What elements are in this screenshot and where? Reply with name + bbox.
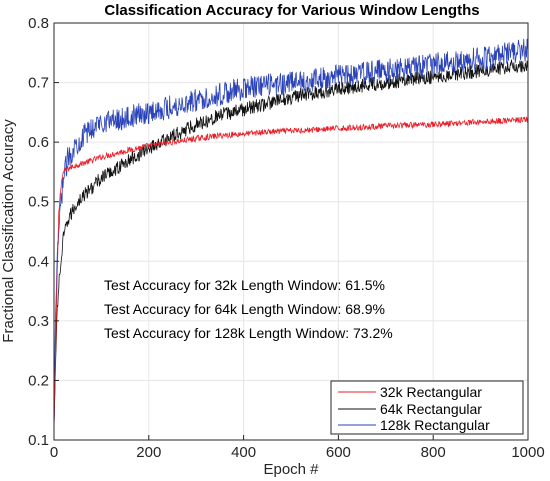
y-tick-label: 0.8 — [28, 15, 49, 32]
x-tick-label: 400 — [231, 444, 256, 461]
axis-ticks — [53, 22, 529, 441]
annotation-32k: Test Accuracy for 32k Length Window: 61.… — [104, 277, 385, 293]
chart-title: Classification Accuracy for Various Wind… — [104, 2, 479, 19]
x-axis-label: Epoch # — [263, 461, 319, 478]
series-line-1 — [53, 59, 529, 429]
series-line-0 — [53, 116, 529, 429]
y-tick-label: 0.7 — [28, 75, 49, 92]
y-tick-labels: 0.1 0.2 0.3 0.4 0.5 0.6 0.7 0.8 — [28, 15, 49, 449]
y-tick-label: 0.2 — [28, 372, 49, 389]
legend-label-32k: 32k Rectangular — [380, 384, 482, 400]
y-tick-label: 0.1 — [28, 432, 49, 449]
x-tick-label: 0 — [50, 444, 58, 461]
annotation-64k: Test Accuracy for 64k Length Window: 68.… — [104, 301, 385, 317]
y-tick-label: 0.5 — [28, 194, 49, 211]
x-tick-label: 200 — [136, 444, 161, 461]
y-axis-label: Fractional Classification Accuracy — [0, 119, 17, 343]
legend-label-64k: 64k Rectangular — [380, 401, 482, 417]
series-lines — [53, 38, 529, 429]
x-tick-label: 600 — [326, 444, 351, 461]
y-tick-label: 0.4 — [28, 253, 49, 270]
legend-label-128k: 128k Rectangular — [380, 417, 490, 433]
legend: 32k Rectangular 64k Rectangular 128k Rec… — [330, 380, 524, 435]
plot-frame — [53, 22, 529, 441]
x-tick-labels: 0 200 400 600 800 1000 — [50, 444, 545, 461]
annotation-128k: Test Accuracy for 128k Length Window: 73… — [104, 325, 393, 341]
plot-area — [54, 23, 528, 440]
x-tick-label: 800 — [421, 444, 446, 461]
y-tick-label: 0.6 — [28, 134, 49, 151]
x-tick-label: 1000 — [511, 444, 544, 461]
y-tick-label: 0.3 — [28, 313, 49, 330]
series-line-2 — [53, 38, 529, 429]
